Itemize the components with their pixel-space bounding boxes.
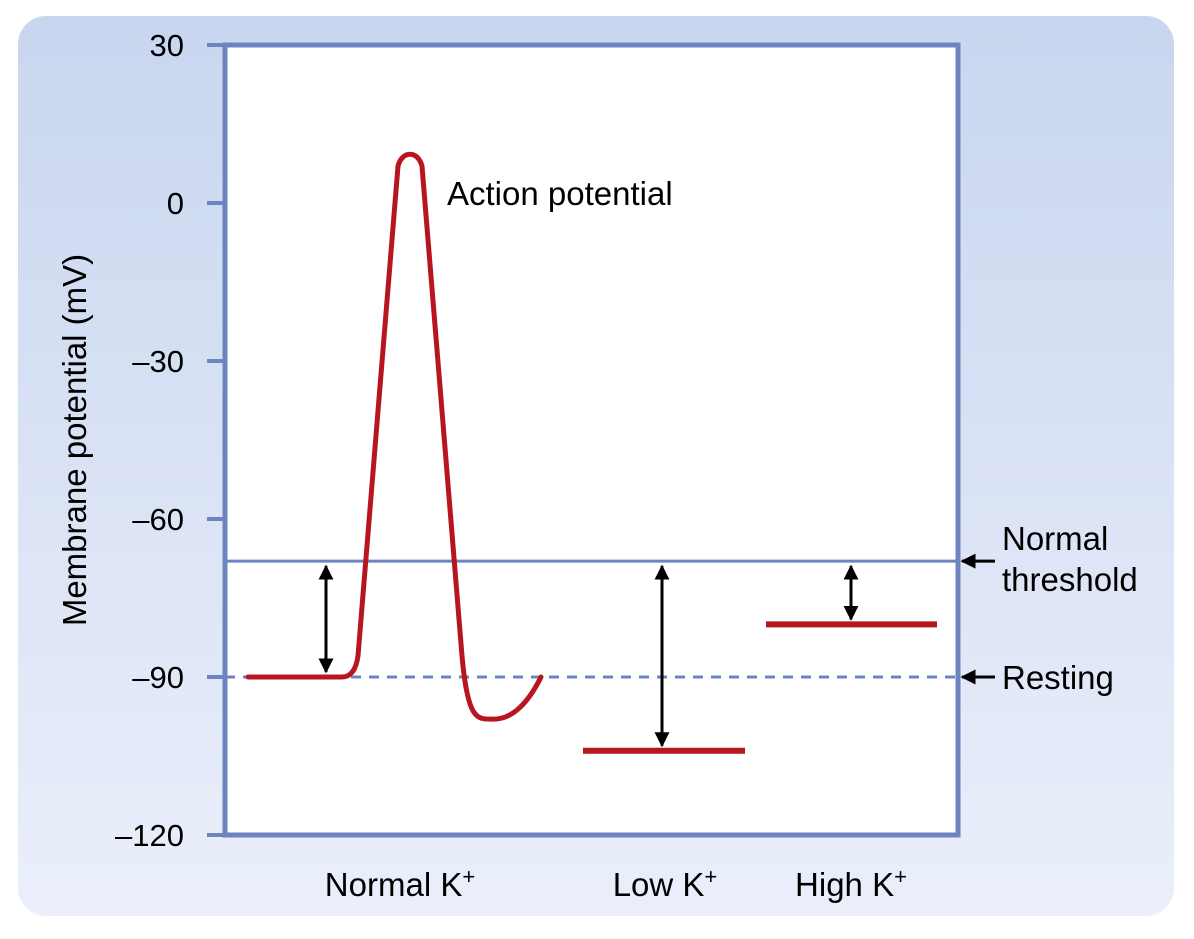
y-axis-label: Membrane potential (mV) [56,254,93,626]
y-tick-label: –60 [132,502,184,537]
resting-label: Resting [1002,659,1114,696]
category-label-normal-k: Normal K+ [325,864,475,903]
category-label-low-k: Low K+ [613,864,718,903]
plot-area [222,42,961,838]
threshold-label-line2: threshold [1002,561,1138,598]
threshold-label-line1: Normal [1002,520,1108,557]
y-tick-label: –90 [132,660,184,695]
action-potential-label: Action potential [447,175,673,212]
y-tick-label: –30 [132,344,184,379]
y-tick-label: 0 [167,186,184,221]
y-tick-label: 30 [150,28,184,63]
action-potential-trace [245,151,544,722]
y-axis-ticks: 30 0 –30 –60 –90 –120 [115,28,225,853]
y-tick-label: –120 [115,818,184,853]
category-label-high-k: High K+ [795,864,907,903]
